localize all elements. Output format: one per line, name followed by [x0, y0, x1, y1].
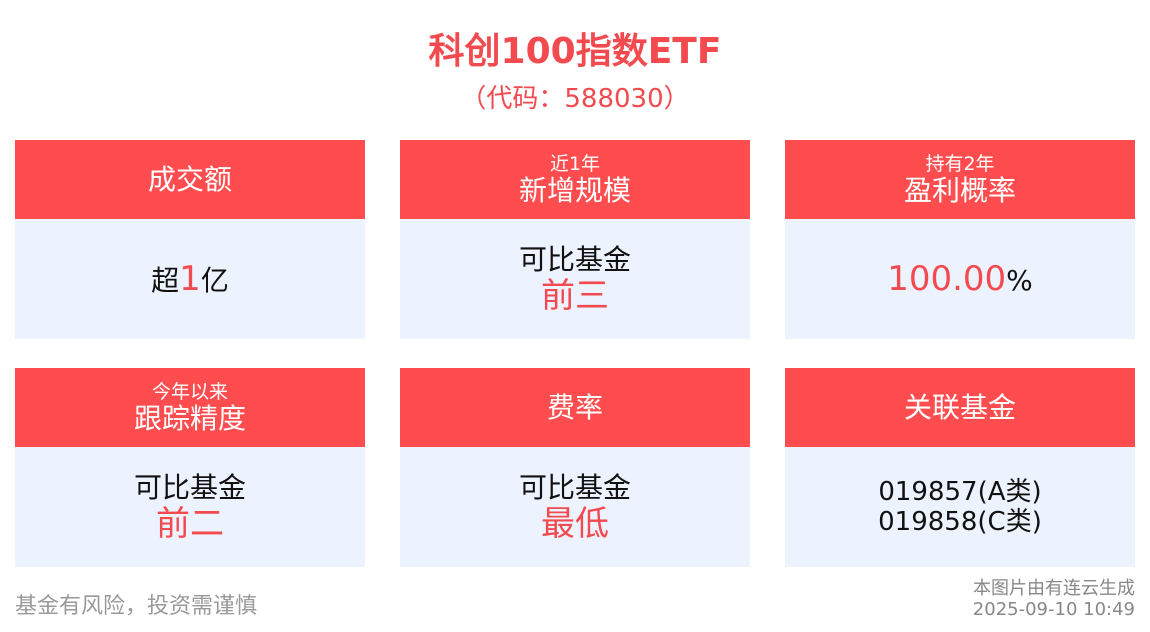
disclaimer: 基金有风险，投资需谨慎 — [15, 594, 258, 619]
value-line2: 前二 — [156, 504, 224, 544]
card-sub: 今年以来 — [151, 380, 228, 403]
value-suffix: 亿 — [200, 264, 229, 297]
card-label: 费率 — [546, 390, 603, 424]
value-line2: 前三 — [541, 276, 609, 316]
value-prefix: 超 — [151, 264, 180, 297]
timestamp: 2025-09-10 10:49 — [972, 599, 1135, 620]
value-highlight: 1 — [179, 259, 201, 299]
fund-code: （代码：588030） — [460, 84, 690, 114]
card-label: 关联基金 — [903, 390, 1016, 424]
value-highlight: 100.00 — [887, 259, 1007, 299]
card-label: 盈利概率 — [903, 173, 1016, 207]
fund-a: 019857(A类) — [878, 477, 1042, 507]
card-sub: 近1年 — [549, 152, 601, 175]
card-related-funds: 关联基金 019857(A类) 019858(C类) — [785, 368, 1135, 567]
value-line2: 最低 — [541, 504, 609, 544]
card-tracking: 今年以来 跟踪精度 可比基金 前二 — [15, 368, 365, 567]
card-profit-probability: 持有2年 盈利概率 100.00% — [785, 140, 1135, 339]
card-sub: 持有2年 — [925, 152, 995, 175]
card-label: 新增规模 — [518, 173, 631, 207]
card-new-scale: 近1年 新增规模 可比基金 前三 — [400, 140, 750, 339]
value-line1: 可比基金 — [518, 243, 631, 276]
card-turnover: 成交额 超1亿 — [15, 140, 365, 339]
fund-c: 019858(C类) — [878, 507, 1042, 537]
value-suffix: % — [1006, 264, 1033, 297]
card-label: 跟踪精度 — [133, 401, 246, 435]
card-fee: 费率 可比基金 最低 — [400, 368, 750, 567]
card-label: 成交额 — [147, 162, 232, 196]
value-line1: 可比基金 — [133, 471, 246, 504]
footer-meta: 本图片由有连云生成 2025-09-10 10:49 — [973, 578, 1135, 620]
page-title: 科创100指数ETF — [428, 31, 722, 72]
value-line1: 可比基金 — [518, 471, 631, 504]
source-note: 本图片由有连云生成 — [973, 578, 1135, 599]
